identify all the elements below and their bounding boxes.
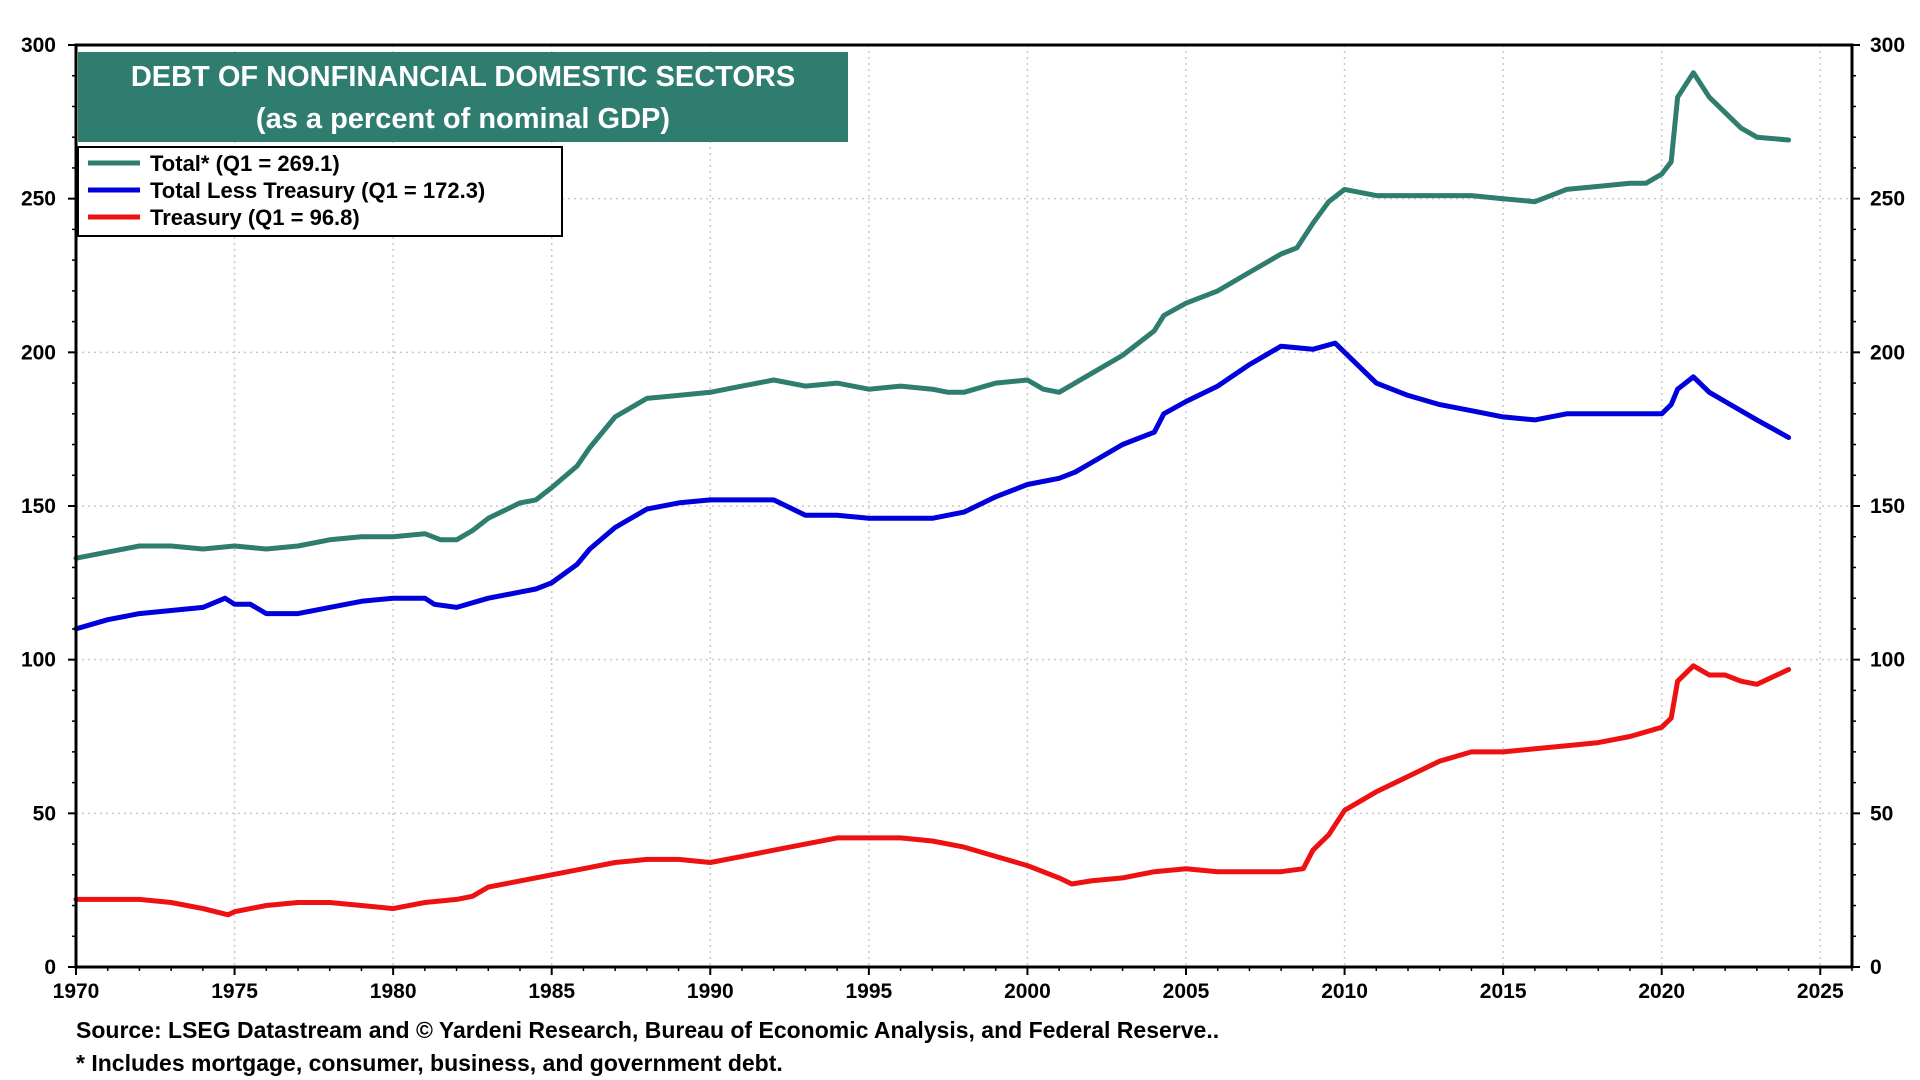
y-tick-label-left: 300	[21, 34, 56, 57]
y-tick-label-right: 200	[1870, 341, 1905, 364]
x-tick-label: 2015	[1480, 980, 1527, 1003]
series-lines	[73, 70, 1792, 918]
y-tick-label-left: 50	[33, 802, 56, 825]
x-tick-label: 2025	[1797, 980, 1844, 1003]
y-tick-label-right: 250	[1870, 188, 1905, 211]
series-treasury-line	[73, 663, 1792, 918]
footnote: * Includes mortgage, consumer, business,…	[76, 1050, 783, 1076]
x-tick-label: 2005	[1163, 980, 1210, 1003]
legend-label-total: Total* (Q1 = 269.1)	[150, 151, 340, 176]
source-note: Source: LSEG Datastream and © Yardeni Re…	[76, 1017, 1219, 1043]
y-tick-label-right: 100	[1870, 649, 1905, 672]
y-tick-label-right: 50	[1870, 802, 1893, 825]
x-tick-label: 1975	[211, 980, 258, 1003]
y-tick-label-right: 150	[1870, 495, 1905, 518]
legend-label-treasury: Treasury (Q1 = 96.8)	[150, 205, 360, 230]
series-total-less-treasury-line	[73, 340, 1792, 632]
x-tick-label: 1985	[528, 980, 575, 1003]
x-tick-label: 2010	[1321, 980, 1368, 1003]
x-tick-label: 2000	[1004, 980, 1051, 1003]
y-tick-label-left: 150	[21, 495, 56, 518]
legend-label-total-less-treasury: Total Less Treasury (Q1 = 172.3)	[150, 178, 485, 203]
y-tick-label-left: 0	[44, 956, 56, 979]
legend-box	[77, 146, 563, 237]
x-tick-label: 1995	[845, 980, 892, 1003]
x-tick-label: 1990	[687, 980, 734, 1003]
legend: Total* (Q1 = 269.1) Total Less Treasury …	[77, 146, 563, 237]
series-total-line	[73, 70, 1792, 561]
y-tick-label-left: 250	[21, 188, 56, 211]
x-tick-label: 1970	[53, 980, 100, 1003]
y-tick-label-right: 0	[1870, 956, 1882, 979]
y-tick-label-left: 200	[21, 341, 56, 364]
chart-subtitle: (as a percent of nominal GDP)	[256, 103, 670, 135]
x-tick-label: 2020	[1638, 980, 1685, 1003]
y-tick-label-right: 300	[1870, 34, 1905, 57]
x-tick-label: 1980	[370, 980, 417, 1003]
title-background	[78, 52, 848, 142]
axis-ticks: 1970 1975 1980 1985 1990 1995 2000 2005 2010 2015…	[21, 34, 1905, 1003]
chart-title: DEBT OF NONFINANCIAL DOMESTIC SECTORS	[131, 61, 795, 93]
y-tick-label-left: 100	[21, 649, 56, 672]
title-box: DEBT OF NONFINANCIAL DOMESTIC SECTORS (a…	[78, 52, 848, 142]
